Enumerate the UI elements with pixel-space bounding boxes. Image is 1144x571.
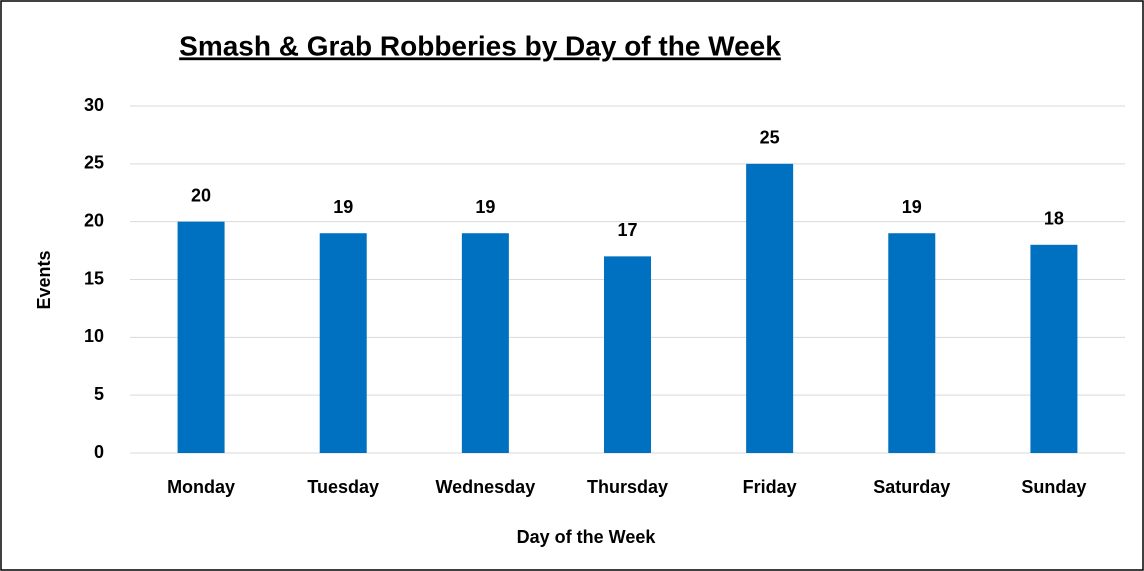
y-tick-label: 5 bbox=[94, 384, 104, 404]
y-tick-label: 10 bbox=[84, 326, 104, 346]
bar bbox=[604, 256, 651, 453]
data-label: 18 bbox=[1044, 209, 1064, 229]
x-tick-label: Tuesday bbox=[307, 477, 379, 497]
y-tick-label: 25 bbox=[84, 153, 104, 173]
data-label: 17 bbox=[617, 220, 637, 240]
bar bbox=[746, 163, 794, 454]
x-tick-label: Saturday bbox=[873, 477, 950, 497]
data-label: 19 bbox=[902, 197, 922, 217]
bar bbox=[461, 233, 509, 453]
y-tick-label: 30 bbox=[84, 95, 104, 115]
x-axis-label: Day of the Week bbox=[517, 527, 657, 547]
y-tick-label: 0 bbox=[94, 442, 104, 462]
y-tick-label: 20 bbox=[84, 210, 104, 230]
data-label: 20 bbox=[191, 185, 211, 205]
x-tick-label: Sunday bbox=[1021, 477, 1086, 497]
bar bbox=[1030, 244, 1078, 453]
data-label: 19 bbox=[475, 197, 495, 217]
bar bbox=[888, 233, 936, 453]
bar bbox=[177, 221, 225, 453]
data-label: 19 bbox=[333, 197, 353, 217]
y-tick-label: 15 bbox=[84, 268, 104, 288]
y-axis-label: Events bbox=[34, 250, 54, 309]
x-tick-label: Thursday bbox=[587, 477, 668, 497]
data-label: 25 bbox=[760, 128, 780, 148]
x-tick-label: Wednesday bbox=[436, 477, 536, 497]
bar bbox=[319, 233, 367, 453]
chart-title: Smash & Grab Robberies by Day of the Wee… bbox=[179, 30, 781, 61]
x-tick-label: Monday bbox=[167, 477, 235, 497]
x-tick-label: Friday bbox=[743, 477, 797, 497]
